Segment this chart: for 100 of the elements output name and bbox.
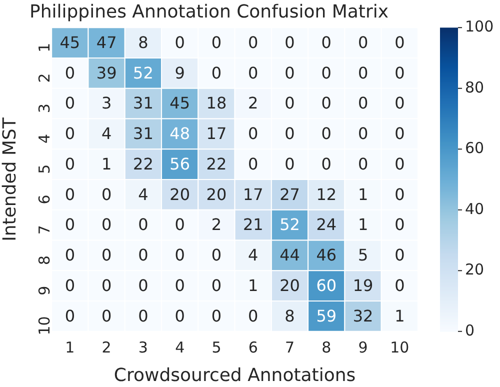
- data-label: 22: [133, 154, 154, 174]
- data-label: 0: [211, 306, 222, 326]
- x-tick-label: 5: [212, 338, 222, 356]
- data-label: 4: [248, 246, 258, 265]
- data-label: 0: [284, 94, 295, 113]
- data-label: 0: [174, 306, 185, 326]
- x-tick-label: 6: [248, 338, 258, 356]
- data-label: 0: [284, 63, 295, 82]
- color-bar-label: 80: [465, 78, 484, 96]
- x-tick-label: 9: [358, 338, 368, 356]
- data-label: 56: [170, 154, 190, 174]
- data-label: 52: [280, 215, 300, 234]
- data-label: 9: [174, 63, 185, 82]
- data-label: 0: [358, 32, 368, 52]
- data-label: 0: [358, 124, 368, 144]
- data-label: 0: [174, 215, 185, 234]
- data-label: 52: [133, 63, 154, 82]
- data-label: 0: [284, 124, 295, 144]
- data-label: 48: [170, 124, 190, 144]
- data-label: 0: [394, 94, 405, 113]
- data-label: 31: [133, 94, 154, 113]
- data-label: 45: [170, 94, 190, 113]
- data-label: 0: [101, 184, 112, 204]
- x-tick-label: 1: [65, 338, 75, 356]
- data-label: 19: [352, 276, 374, 295]
- data-label: 47: [96, 32, 117, 52]
- data-label: 0: [394, 184, 405, 204]
- data-label: 31: [133, 124, 154, 144]
- data-label: 0: [174, 276, 185, 295]
- data-label: 0: [211, 32, 222, 52]
- data-label: 20: [206, 184, 227, 204]
- data-label: 8: [284, 306, 295, 326]
- data-label: 0: [284, 154, 295, 174]
- y-tick-label: 1: [35, 42, 54, 52]
- data-label: 5: [358, 246, 368, 265]
- data-label: 2: [211, 215, 222, 234]
- data-label: 0: [394, 32, 405, 52]
- data-label: 0: [394, 215, 405, 234]
- data-label: 0: [64, 124, 76, 144]
- data-label: 1: [248, 276, 258, 295]
- data-label: 0: [358, 154, 368, 174]
- data-label: 0: [64, 306, 76, 326]
- data-label: 20: [280, 276, 300, 295]
- data-label: 60: [316, 276, 337, 295]
- data-label: 0: [358, 94, 368, 113]
- data-label: 1: [358, 215, 368, 234]
- x-tick-label: 7: [284, 338, 295, 356]
- data-label: 0: [248, 63, 258, 82]
- data-label: 0: [64, 63, 76, 82]
- data-label: 12: [316, 184, 337, 204]
- data-label: 0: [394, 246, 405, 265]
- color-bar-label: 20: [465, 260, 484, 279]
- data-label: 3: [101, 94, 112, 113]
- data-label: 0: [64, 276, 76, 295]
- data-label: 0: [248, 154, 258, 174]
- y-tick-label: 4: [35, 134, 54, 144]
- data-label: 0: [248, 124, 258, 144]
- data-label: 0: [394, 276, 405, 295]
- y-tick-label: 6: [35, 194, 54, 204]
- data-label: 18: [206, 94, 227, 113]
- data-label: 17: [242, 184, 264, 204]
- data-label: 0: [101, 246, 112, 265]
- data-label: 0: [101, 306, 112, 326]
- data-label: 45: [60, 32, 80, 52]
- data-label: 0: [211, 246, 222, 265]
- x-tick-label: 10: [390, 338, 410, 356]
- data-label: 39: [96, 63, 117, 82]
- data-label: 0: [248, 306, 258, 326]
- y-tick-label: 7: [35, 225, 54, 235]
- data-label: 22: [206, 154, 227, 174]
- data-label: 21: [242, 215, 264, 234]
- x-tick-label: 8: [322, 338, 332, 356]
- x-tick-label: 3: [138, 338, 148, 356]
- color-bar-label: 0: [465, 321, 475, 340]
- data-label: 0: [211, 276, 222, 295]
- data-label: 0: [248, 32, 258, 52]
- data-label: 0: [284, 32, 295, 52]
- y-tick-label: 3: [35, 104, 54, 114]
- data-label: 32: [352, 306, 374, 326]
- y-tick-label: 9: [35, 286, 54, 296]
- y-tick-label: 5: [35, 164, 54, 174]
- data-label: 0: [321, 124, 332, 144]
- data-label: 0: [101, 215, 112, 234]
- data-label: 0: [64, 215, 76, 234]
- data-label: 59: [316, 306, 337, 326]
- data-label: 27: [280, 184, 300, 204]
- x-axis-title: Crowdsourced Annotations: [114, 364, 356, 386]
- data-label: 24: [316, 215, 337, 234]
- data-label: 1: [394, 306, 405, 326]
- data-label: 0: [394, 154, 405, 174]
- data-label: 0: [321, 94, 332, 113]
- data-label: 0: [64, 246, 76, 265]
- data-label: 46: [316, 246, 337, 265]
- data-label: 0: [64, 94, 76, 113]
- chart-title: Philippines Annotation Confusion Matrix: [29, 1, 389, 22]
- data-label: 4: [101, 124, 112, 144]
- data-label: 0: [64, 154, 76, 174]
- y-tick-label: 8: [35, 255, 54, 265]
- data-label: 1: [101, 154, 112, 174]
- data-label: 0: [321, 32, 332, 52]
